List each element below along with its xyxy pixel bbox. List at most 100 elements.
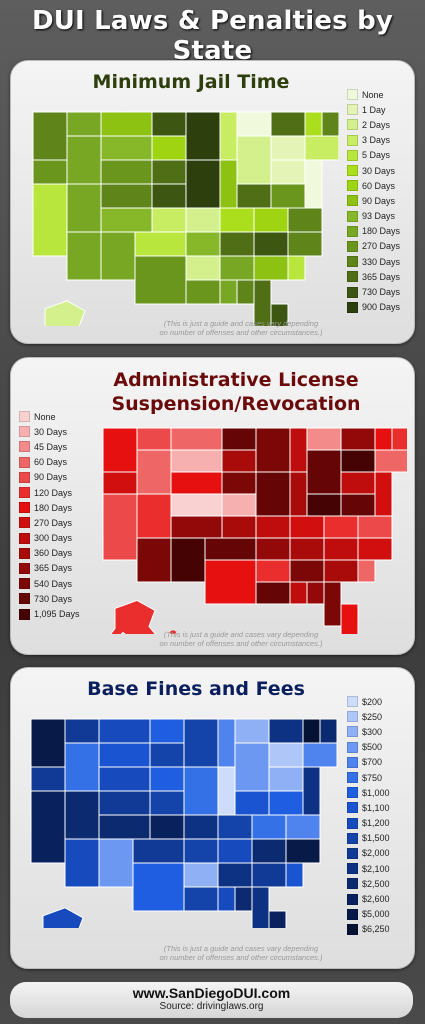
state-region — [100, 159, 153, 185]
state-region — [136, 449, 172, 495]
legend-swatch — [347, 225, 358, 237]
legend-item: $2,600 — [347, 891, 390, 906]
state-region — [185, 279, 221, 305]
state-region — [183, 766, 219, 816]
legend-item: $5,000 — [347, 907, 390, 922]
panel-title: Minimum Jail Time — [92, 71, 290, 93]
legend-item: $6,250 — [347, 922, 390, 937]
legend-swatch — [347, 756, 358, 768]
state-region — [357, 559, 376, 583]
state-region — [289, 427, 308, 473]
state-region — [64, 742, 100, 792]
state-region — [251, 814, 287, 840]
legend-swatch — [19, 487, 30, 499]
legend-item: 30 Days — [347, 163, 400, 178]
state-region — [255, 427, 291, 473]
legend-swatch — [347, 863, 358, 875]
state-region — [236, 183, 272, 209]
state-region — [100, 183, 153, 209]
legend-swatch — [19, 517, 30, 529]
legend-item: None — [347, 87, 400, 102]
legend-swatch — [347, 240, 358, 252]
state-region — [268, 790, 304, 816]
legend-swatch — [347, 772, 358, 784]
legend-item: $500 — [347, 740, 390, 755]
legend-label: $5,000 — [362, 909, 390, 920]
state-region — [102, 471, 138, 495]
legend-swatch — [347, 711, 358, 723]
legend-label: 330 Days — [362, 256, 401, 267]
legend-label: 360 Days — [34, 548, 73, 559]
state-region — [251, 886, 270, 928]
state-region — [236, 111, 272, 137]
state-region — [357, 515, 393, 539]
state-region — [268, 766, 304, 792]
legend-swatch — [347, 878, 358, 890]
state-region — [236, 279, 255, 305]
legend-item: 730 Days — [19, 591, 80, 606]
legend-label: $6,250 — [362, 924, 390, 935]
legend-swatch — [19, 608, 30, 620]
state-region — [287, 255, 306, 281]
legend-item: $300 — [347, 724, 390, 739]
state-region — [30, 766, 66, 792]
legend-swatch — [347, 923, 358, 935]
state-region — [323, 581, 342, 627]
state-region — [204, 559, 257, 605]
legend-label: 900 Days — [362, 302, 401, 313]
legend-label: $2,000 — [362, 848, 390, 859]
state-region — [30, 718, 66, 768]
legend-label: 270 Days — [34, 517, 73, 528]
state-region — [251, 838, 287, 864]
disclaimer-note: (This is just a guide and cases vary dep… — [111, 944, 371, 962]
state-region — [100, 207, 153, 233]
state-region — [151, 159, 187, 185]
legend-item: $250 — [347, 709, 390, 724]
state-region — [255, 537, 291, 561]
legend-item: 60 Days — [19, 455, 80, 470]
state-region — [289, 581, 308, 605]
legend-label: 730 Days — [34, 593, 73, 604]
legend-swatch — [347, 271, 358, 283]
state-region — [217, 718, 236, 768]
legend-item: 330 Days — [347, 254, 400, 269]
legend-label: None — [362, 89, 384, 100]
state-region — [134, 231, 187, 257]
state-region — [66, 135, 102, 185]
legend-swatch — [347, 802, 358, 814]
legend-item: 93 Days — [347, 209, 400, 224]
legend-label: 730 Days — [362, 287, 401, 298]
legend-label: $1,000 — [362, 787, 390, 798]
panel-title-line: Suspension/Revocation — [111, 393, 361, 415]
legend-label: 1,095 Days — [34, 609, 80, 620]
state-region — [234, 886, 253, 912]
legend-swatch — [19, 578, 30, 590]
infographic-title: DUI Laws & Penalties by State — [31, 6, 394, 66]
state-region — [374, 471, 393, 517]
state-region — [98, 742, 151, 768]
state-region — [183, 838, 219, 864]
state-region — [374, 427, 393, 451]
legend-swatch — [347, 301, 358, 313]
legend-item: $1,100 — [347, 800, 390, 815]
legend-swatch — [347, 286, 358, 298]
state-region — [302, 718, 321, 744]
panel-minimum-jail-time: Minimum Jail Time None 1 Day 2 Days 3 Days 5… — [10, 60, 415, 344]
state-region — [185, 231, 221, 257]
state-region — [236, 135, 272, 185]
disclaimer-note: (This is just a guide and cases vary dep… — [111, 630, 371, 648]
state-region — [268, 910, 287, 928]
state-region — [221, 493, 257, 517]
state-region — [219, 111, 238, 161]
website-link[interactable]: www.SanDiegoDUI.com — [132, 985, 291, 1001]
note-line: (This is just a guide and cases vary dep… — [163, 630, 319, 639]
state-region — [170, 427, 223, 451]
legend-label: 365 Days — [34, 563, 73, 574]
state-region — [289, 559, 325, 583]
note-line: on number of offenses and other circumst… — [159, 328, 323, 337]
legend-swatch — [19, 441, 30, 453]
legend-swatch — [347, 89, 358, 101]
state-region — [285, 814, 321, 840]
state-region — [221, 449, 257, 473]
legend-label: $2,100 — [362, 863, 390, 874]
